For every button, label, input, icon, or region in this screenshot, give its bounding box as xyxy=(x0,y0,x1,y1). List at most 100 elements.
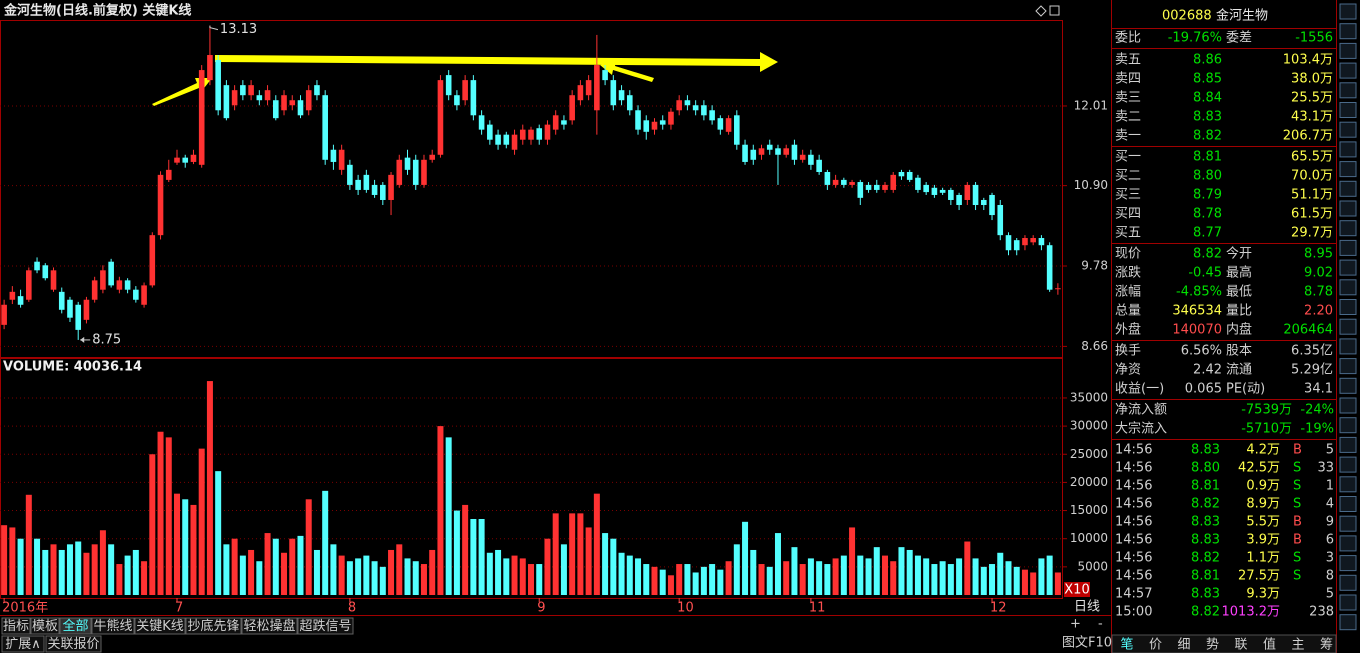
arrow xyxy=(215,52,778,72)
panel-tab[interactable]: 筹 xyxy=(1320,637,1333,653)
level-price: 8.80 xyxy=(1193,169,1222,184)
panel-tab[interactable]: 笔 xyxy=(1120,637,1133,653)
trade-time: 14:56 xyxy=(1115,515,1152,530)
tab-label[interactable]: 全部 xyxy=(62,618,88,634)
y-tick-label: 10.90 xyxy=(1074,178,1108,192)
tool-icon[interactable] xyxy=(1339,23,1357,40)
tab-label[interactable]: 关联报价 xyxy=(47,637,99,652)
candle-body xyxy=(223,85,230,119)
volume-bar xyxy=(569,513,576,595)
tool-icon[interactable] xyxy=(1339,3,1357,20)
tool-icon[interactable] xyxy=(1339,555,1357,572)
panel-tab[interactable]: 细 xyxy=(1177,638,1190,653)
trade-volume: 3.9万 xyxy=(1246,533,1280,548)
tool-icon[interactable] xyxy=(1339,180,1357,197)
tool-icon[interactable] xyxy=(1339,121,1357,138)
tool-icon[interactable] xyxy=(1339,259,1357,276)
tool-icon[interactable] xyxy=(1339,594,1357,611)
tool-icon[interactable] xyxy=(1339,161,1357,178)
panel-tab[interactable]: 主 xyxy=(1291,638,1304,653)
volume-bar xyxy=(9,527,16,595)
tool-icon[interactable] xyxy=(1339,318,1357,335)
tab-label[interactable]: 关键K线 xyxy=(136,619,184,634)
candle-body xyxy=(503,134,510,145)
tab-label[interactable]: 轻松操盘 xyxy=(243,618,295,634)
zoom-out[interactable]: - xyxy=(1098,617,1103,632)
tool-icon[interactable] xyxy=(1339,456,1357,473)
tab-label[interactable]: 超跌信号 xyxy=(299,618,351,634)
y-tick-label: 35000 xyxy=(1070,390,1108,404)
tool-icon[interactable] xyxy=(1339,417,1357,434)
candle-body xyxy=(248,85,254,96)
trade-price: 8.80 xyxy=(1191,461,1220,476)
tool-icon[interactable] xyxy=(1339,574,1357,591)
tool-icon[interactable] xyxy=(1339,220,1357,237)
tool-icon[interactable] xyxy=(1339,397,1357,414)
icon[interactable] xyxy=(1035,5,1047,17)
volume-bar xyxy=(437,426,444,595)
panel-tab[interactable]: 势 xyxy=(1206,637,1219,653)
tab[interactable] xyxy=(241,617,298,635)
trade-count: 1 xyxy=(1326,479,1334,494)
period-label[interactable]: 日线 xyxy=(1074,600,1100,615)
tab[interactable] xyxy=(297,617,354,635)
stock-code: 002688 xyxy=(1162,9,1212,24)
volume-bar xyxy=(667,575,674,595)
tab[interactable] xyxy=(185,617,242,635)
tab[interactable] xyxy=(134,617,186,635)
panel-tab[interactable]: 价 xyxy=(1149,638,1162,653)
tab[interactable] xyxy=(1,635,45,653)
trade-side: S xyxy=(1293,569,1301,584)
volume-bar xyxy=(396,544,403,595)
tab-label[interactable]: 模板 xyxy=(32,619,58,634)
level-volume: 206.7万 xyxy=(1283,129,1333,144)
f10-button[interactable]: 图文F10 xyxy=(1062,636,1112,651)
flow-label: 大宗流入 xyxy=(1115,421,1167,437)
tool-icon[interactable] xyxy=(1339,299,1357,315)
tool-icon[interactable] xyxy=(1339,436,1357,453)
tool-icon[interactable] xyxy=(1339,476,1357,493)
tool-icon[interactable] xyxy=(1339,102,1357,118)
trade-count: 8 xyxy=(1326,569,1334,584)
tool-icon[interactable] xyxy=(1339,239,1357,256)
candle-body xyxy=(1055,288,1061,290)
panel-tab[interactable]: 联 xyxy=(1234,638,1247,653)
tab-label[interactable]: 抄底先锋 xyxy=(187,618,239,634)
tool-icon[interactable] xyxy=(1339,535,1357,552)
volume-bar xyxy=(692,572,699,595)
tab[interactable] xyxy=(59,617,92,635)
tool-icon[interactable] xyxy=(1339,358,1357,375)
flow-percent: -19% xyxy=(1300,422,1334,437)
tab[interactable] xyxy=(30,617,60,635)
tool-icon[interactable] xyxy=(1339,496,1357,512)
tab-label[interactable]: 指标 xyxy=(3,619,29,634)
trade-time: 14:56 xyxy=(1115,461,1152,476)
candle-body xyxy=(857,182,864,198)
level-label: 买三 xyxy=(1115,188,1141,203)
field-value: 346534 xyxy=(1172,304,1222,319)
volume-bar xyxy=(215,471,222,595)
tab-label[interactable]: 扩展∧ xyxy=(5,637,41,652)
field-label: 流通 xyxy=(1226,363,1252,378)
icon[interactable] xyxy=(1049,5,1060,16)
tool-icon[interactable] xyxy=(1339,200,1357,217)
tool-icon[interactable] xyxy=(1339,42,1357,59)
tool-icon[interactable] xyxy=(1339,62,1357,79)
volume-bar xyxy=(560,544,567,595)
tool-icon[interactable] xyxy=(1339,377,1357,394)
volume-bar xyxy=(149,454,156,595)
panel-tab[interactable]: 值 xyxy=(1263,637,1276,653)
tab[interactable] xyxy=(1,617,31,635)
candle-body xyxy=(108,261,114,286)
tool-icon[interactable] xyxy=(1339,82,1357,99)
tool-icon[interactable] xyxy=(1339,338,1357,355)
tab[interactable] xyxy=(45,635,102,653)
tool-icon[interactable] xyxy=(1339,141,1357,158)
zoom-in[interactable]: + xyxy=(1070,617,1081,632)
tab-label[interactable]: 牛熊线 xyxy=(93,618,132,634)
tool-icon[interactable] xyxy=(1339,614,1357,631)
volume-bar xyxy=(116,564,123,595)
tool-icon[interactable] xyxy=(1339,515,1357,532)
tool-icon[interactable] xyxy=(1339,279,1357,296)
tab[interactable] xyxy=(91,617,135,635)
